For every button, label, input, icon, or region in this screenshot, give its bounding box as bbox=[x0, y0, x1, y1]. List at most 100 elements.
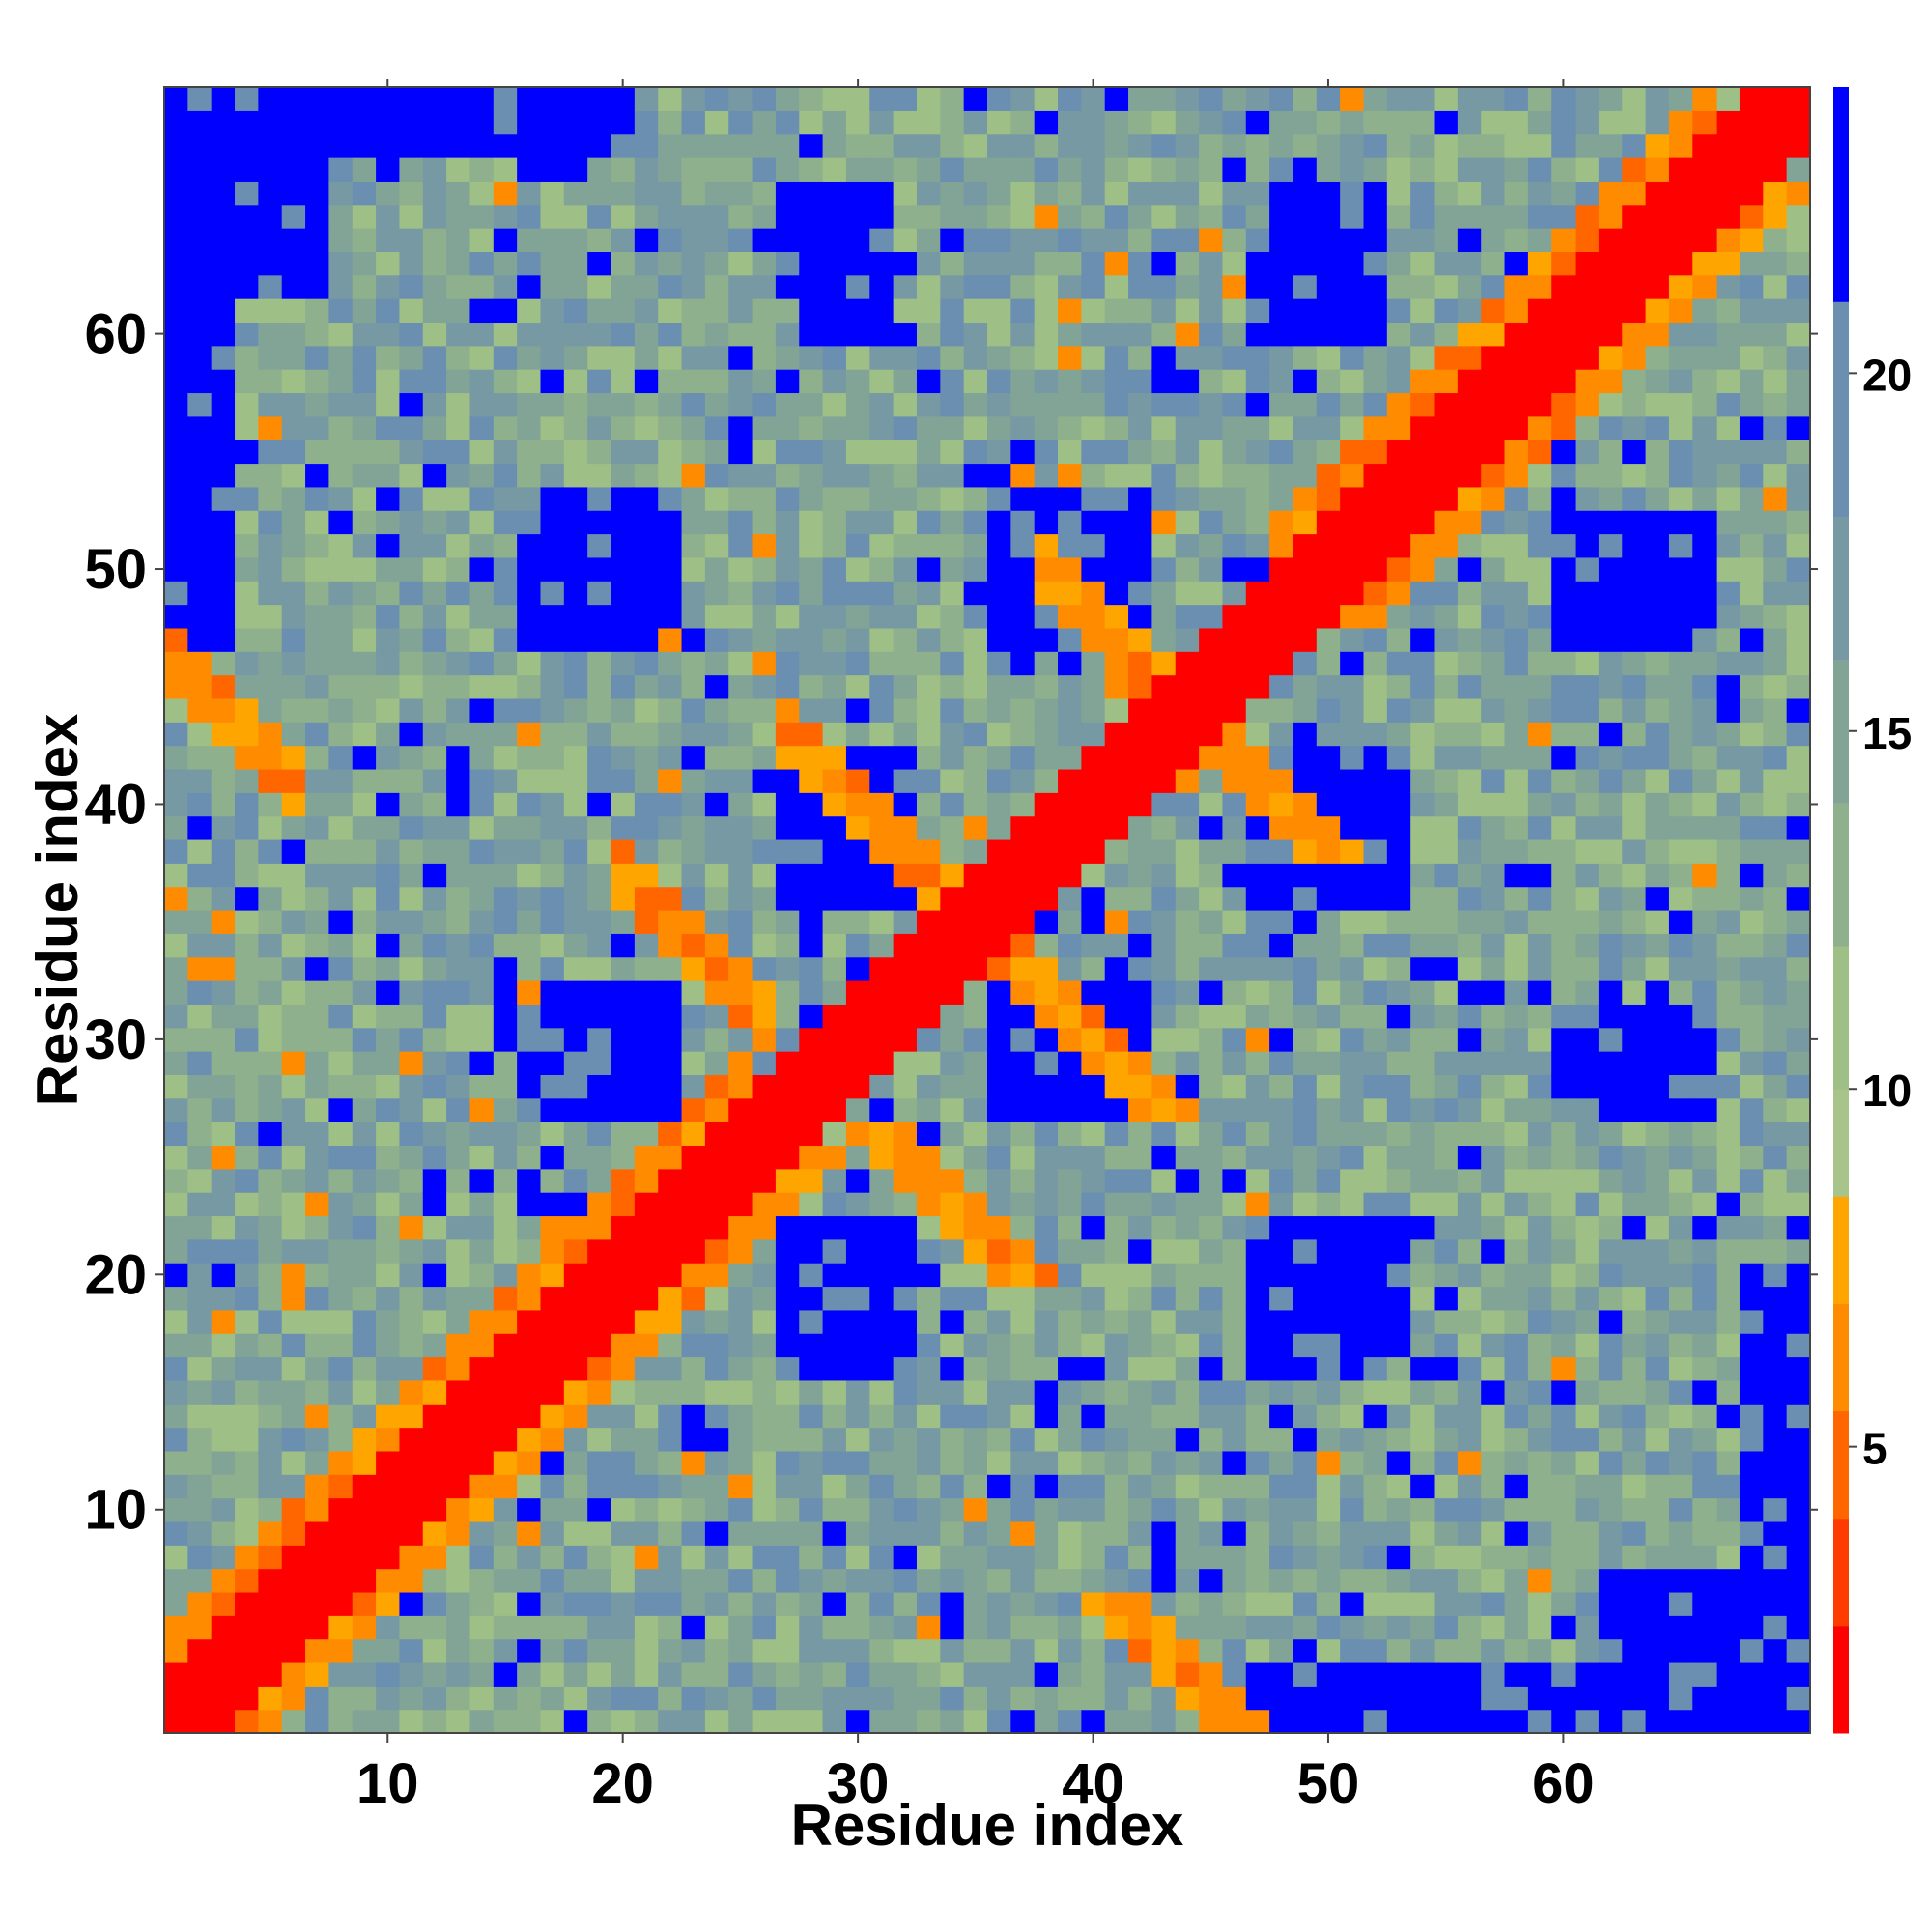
heatmap-cell bbox=[164, 722, 188, 747]
heatmap-cell bbox=[1457, 1168, 1482, 1193]
heatmap-cell bbox=[987, 251, 1011, 276]
heatmap-cell bbox=[1081, 1286, 1106, 1311]
heatmap-cell bbox=[235, 933, 259, 958]
heatmap-cell bbox=[1386, 1356, 1411, 1381]
heatmap-cell bbox=[1575, 910, 1600, 934]
heatmap-cell bbox=[540, 87, 565, 111]
heatmap-cell bbox=[1575, 815, 1600, 840]
heatmap-cell bbox=[211, 792, 236, 817]
heatmap-cell bbox=[1363, 1427, 1388, 1452]
heatmap-cell bbox=[1739, 1192, 1764, 1217]
heatmap-cell bbox=[1481, 651, 1506, 676]
heatmap-cell bbox=[1010, 1145, 1036, 1170]
heatmap-cell bbox=[187, 1427, 213, 1452]
heatmap-cell bbox=[1668, 1638, 1693, 1663]
heatmap-cell bbox=[1104, 863, 1129, 888]
heatmap-cell bbox=[1104, 1238, 1129, 1264]
heatmap-cell bbox=[1504, 1427, 1529, 1452]
heatmap-cell bbox=[1598, 910, 1623, 934]
heatmap-cell bbox=[164, 1379, 188, 1405]
heatmap-cell bbox=[540, 1379, 565, 1405]
heatmap-cell bbox=[987, 863, 1011, 888]
heatmap-cell bbox=[376, 110, 401, 135]
heatmap-cell bbox=[587, 863, 612, 888]
heatmap-cell bbox=[1434, 838, 1459, 864]
heatmap-cell bbox=[1175, 1638, 1200, 1663]
heatmap-cell bbox=[799, 110, 824, 135]
heatmap-cell bbox=[611, 228, 636, 252]
heatmap-cell bbox=[235, 745, 259, 770]
heatmap-cell bbox=[775, 345, 800, 370]
heatmap-cell bbox=[1151, 604, 1177, 629]
heatmap-cell bbox=[1363, 722, 1388, 747]
heatmap-cell bbox=[987, 1286, 1011, 1311]
heatmap-cell bbox=[305, 204, 329, 229]
heatmap-cell bbox=[634, 1404, 659, 1429]
heatmap-cell bbox=[1199, 1379, 1224, 1405]
heatmap-cell bbox=[845, 980, 870, 1005]
heatmap-cell bbox=[587, 204, 612, 229]
heatmap-cell bbox=[1058, 1474, 1082, 1499]
heatmap-cell bbox=[187, 1145, 213, 1170]
heatmap-cell bbox=[563, 651, 588, 676]
heatmap-cell bbox=[775, 1356, 800, 1381]
heatmap-cell bbox=[493, 1568, 518, 1593]
heatmap-cell bbox=[281, 815, 306, 840]
heatmap-cell bbox=[1081, 87, 1106, 111]
heatmap-cell bbox=[728, 1427, 753, 1452]
heatmap-cell bbox=[1386, 1427, 1411, 1452]
heatmap-cell bbox=[1739, 1615, 1764, 1640]
heatmap-cell bbox=[1363, 1238, 1388, 1264]
heatmap-cell bbox=[376, 369, 401, 394]
heatmap-cell bbox=[1199, 1638, 1224, 1663]
heatmap-cell bbox=[1786, 369, 1811, 394]
heatmap-cell bbox=[1527, 251, 1552, 276]
heatmap-cell bbox=[1481, 1192, 1506, 1217]
heatmap-cell bbox=[540, 1662, 565, 1687]
heatmap-cell bbox=[1269, 1309, 1294, 1334]
heatmap-cell bbox=[258, 345, 283, 370]
heatmap-cell bbox=[446, 674, 471, 699]
heatmap-cell bbox=[1222, 1520, 1247, 1546]
heatmap-cell bbox=[1363, 251, 1388, 276]
heatmap-cell bbox=[1269, 1638, 1294, 1663]
heatmap-cell bbox=[611, 1333, 636, 1358]
heatmap-cell bbox=[563, 1615, 588, 1640]
heatmap-cell bbox=[1010, 1709, 1036, 1734]
heatmap-cell bbox=[1622, 440, 1647, 465]
heatmap-cell bbox=[1763, 1379, 1788, 1405]
heatmap-cell bbox=[281, 274, 306, 299]
heatmap-cell bbox=[1010, 181, 1036, 206]
heatmap-cell bbox=[940, 1333, 965, 1358]
heatmap-cell bbox=[469, 1145, 495, 1170]
heatmap-cell bbox=[1363, 510, 1388, 535]
heatmap-cell bbox=[752, 1215, 777, 1240]
heatmap-cell bbox=[563, 674, 588, 699]
heatmap-cell bbox=[987, 980, 1011, 1005]
heatmap-cell bbox=[187, 1686, 213, 1711]
heatmap-cell bbox=[493, 1286, 518, 1311]
heatmap-cell bbox=[328, 815, 354, 840]
heatmap-cell bbox=[1481, 980, 1506, 1005]
heatmap-cell bbox=[1199, 910, 1224, 934]
heatmap-cell bbox=[493, 1309, 518, 1334]
heatmap-cell bbox=[1645, 910, 1670, 934]
heatmap-cell bbox=[940, 181, 965, 206]
heatmap-cell bbox=[258, 1404, 283, 1429]
heatmap-cell bbox=[1363, 1709, 1388, 1734]
heatmap-cell bbox=[704, 1545, 729, 1570]
heatmap-cell bbox=[1104, 1427, 1129, 1452]
heatmap-cell bbox=[1010, 1497, 1036, 1522]
heatmap-cell bbox=[493, 440, 518, 465]
heatmap-cell bbox=[1316, 274, 1341, 299]
heatmap-cell bbox=[1763, 1263, 1788, 1288]
heatmap-cell bbox=[446, 1074, 471, 1099]
heatmap-cell bbox=[987, 1215, 1011, 1240]
heatmap-cell bbox=[728, 722, 753, 747]
heatmap-cell bbox=[1692, 980, 1718, 1005]
heatmap-cell bbox=[752, 1520, 777, 1546]
heatmap-cell bbox=[1245, 627, 1270, 652]
heatmap-cell bbox=[1786, 1591, 1811, 1616]
heatmap-cell bbox=[1481, 815, 1506, 840]
heatmap-cell bbox=[376, 345, 401, 370]
